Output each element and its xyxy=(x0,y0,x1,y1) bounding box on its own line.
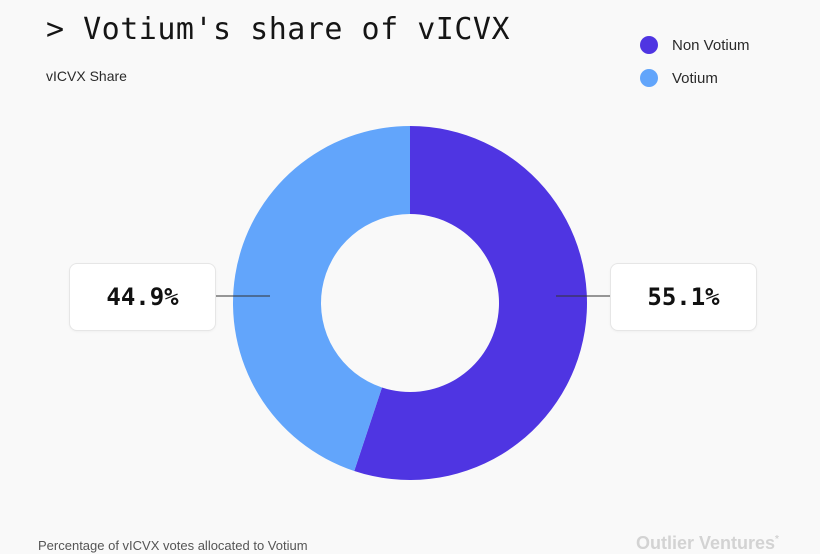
legend-dot-votium xyxy=(640,69,658,87)
legend-item-non-votium: Non Votium xyxy=(640,34,750,56)
legend-item-votium: Votium xyxy=(640,67,750,89)
chart-title: > Votium's share of vICVX xyxy=(46,12,511,47)
legend-label-non-votium: Non Votium xyxy=(672,36,750,54)
brand-mark: * xyxy=(775,534,779,545)
footer-note: Percentage of vICVX votes allocated to V… xyxy=(38,538,308,553)
data-label-non-votium-text: 55.1% xyxy=(647,283,720,311)
legend-label-votium: Votium xyxy=(672,69,718,87)
brand-name: Outlier Ventures xyxy=(636,533,776,553)
brand-logo: Outlier Ventures* xyxy=(636,533,779,554)
data-label-non-votium: 55.1% xyxy=(610,263,757,331)
donut-slice-non-votium xyxy=(354,126,587,480)
chart-subtitle: vICVX Share xyxy=(46,68,127,84)
data-label-votium-text: 44.9% xyxy=(106,283,179,311)
data-label-votium: 44.9% xyxy=(69,263,216,331)
donut-slice-votium xyxy=(232,126,410,471)
legend: Non Votium Votium xyxy=(640,34,750,100)
legend-dot-non-votium xyxy=(640,36,658,54)
